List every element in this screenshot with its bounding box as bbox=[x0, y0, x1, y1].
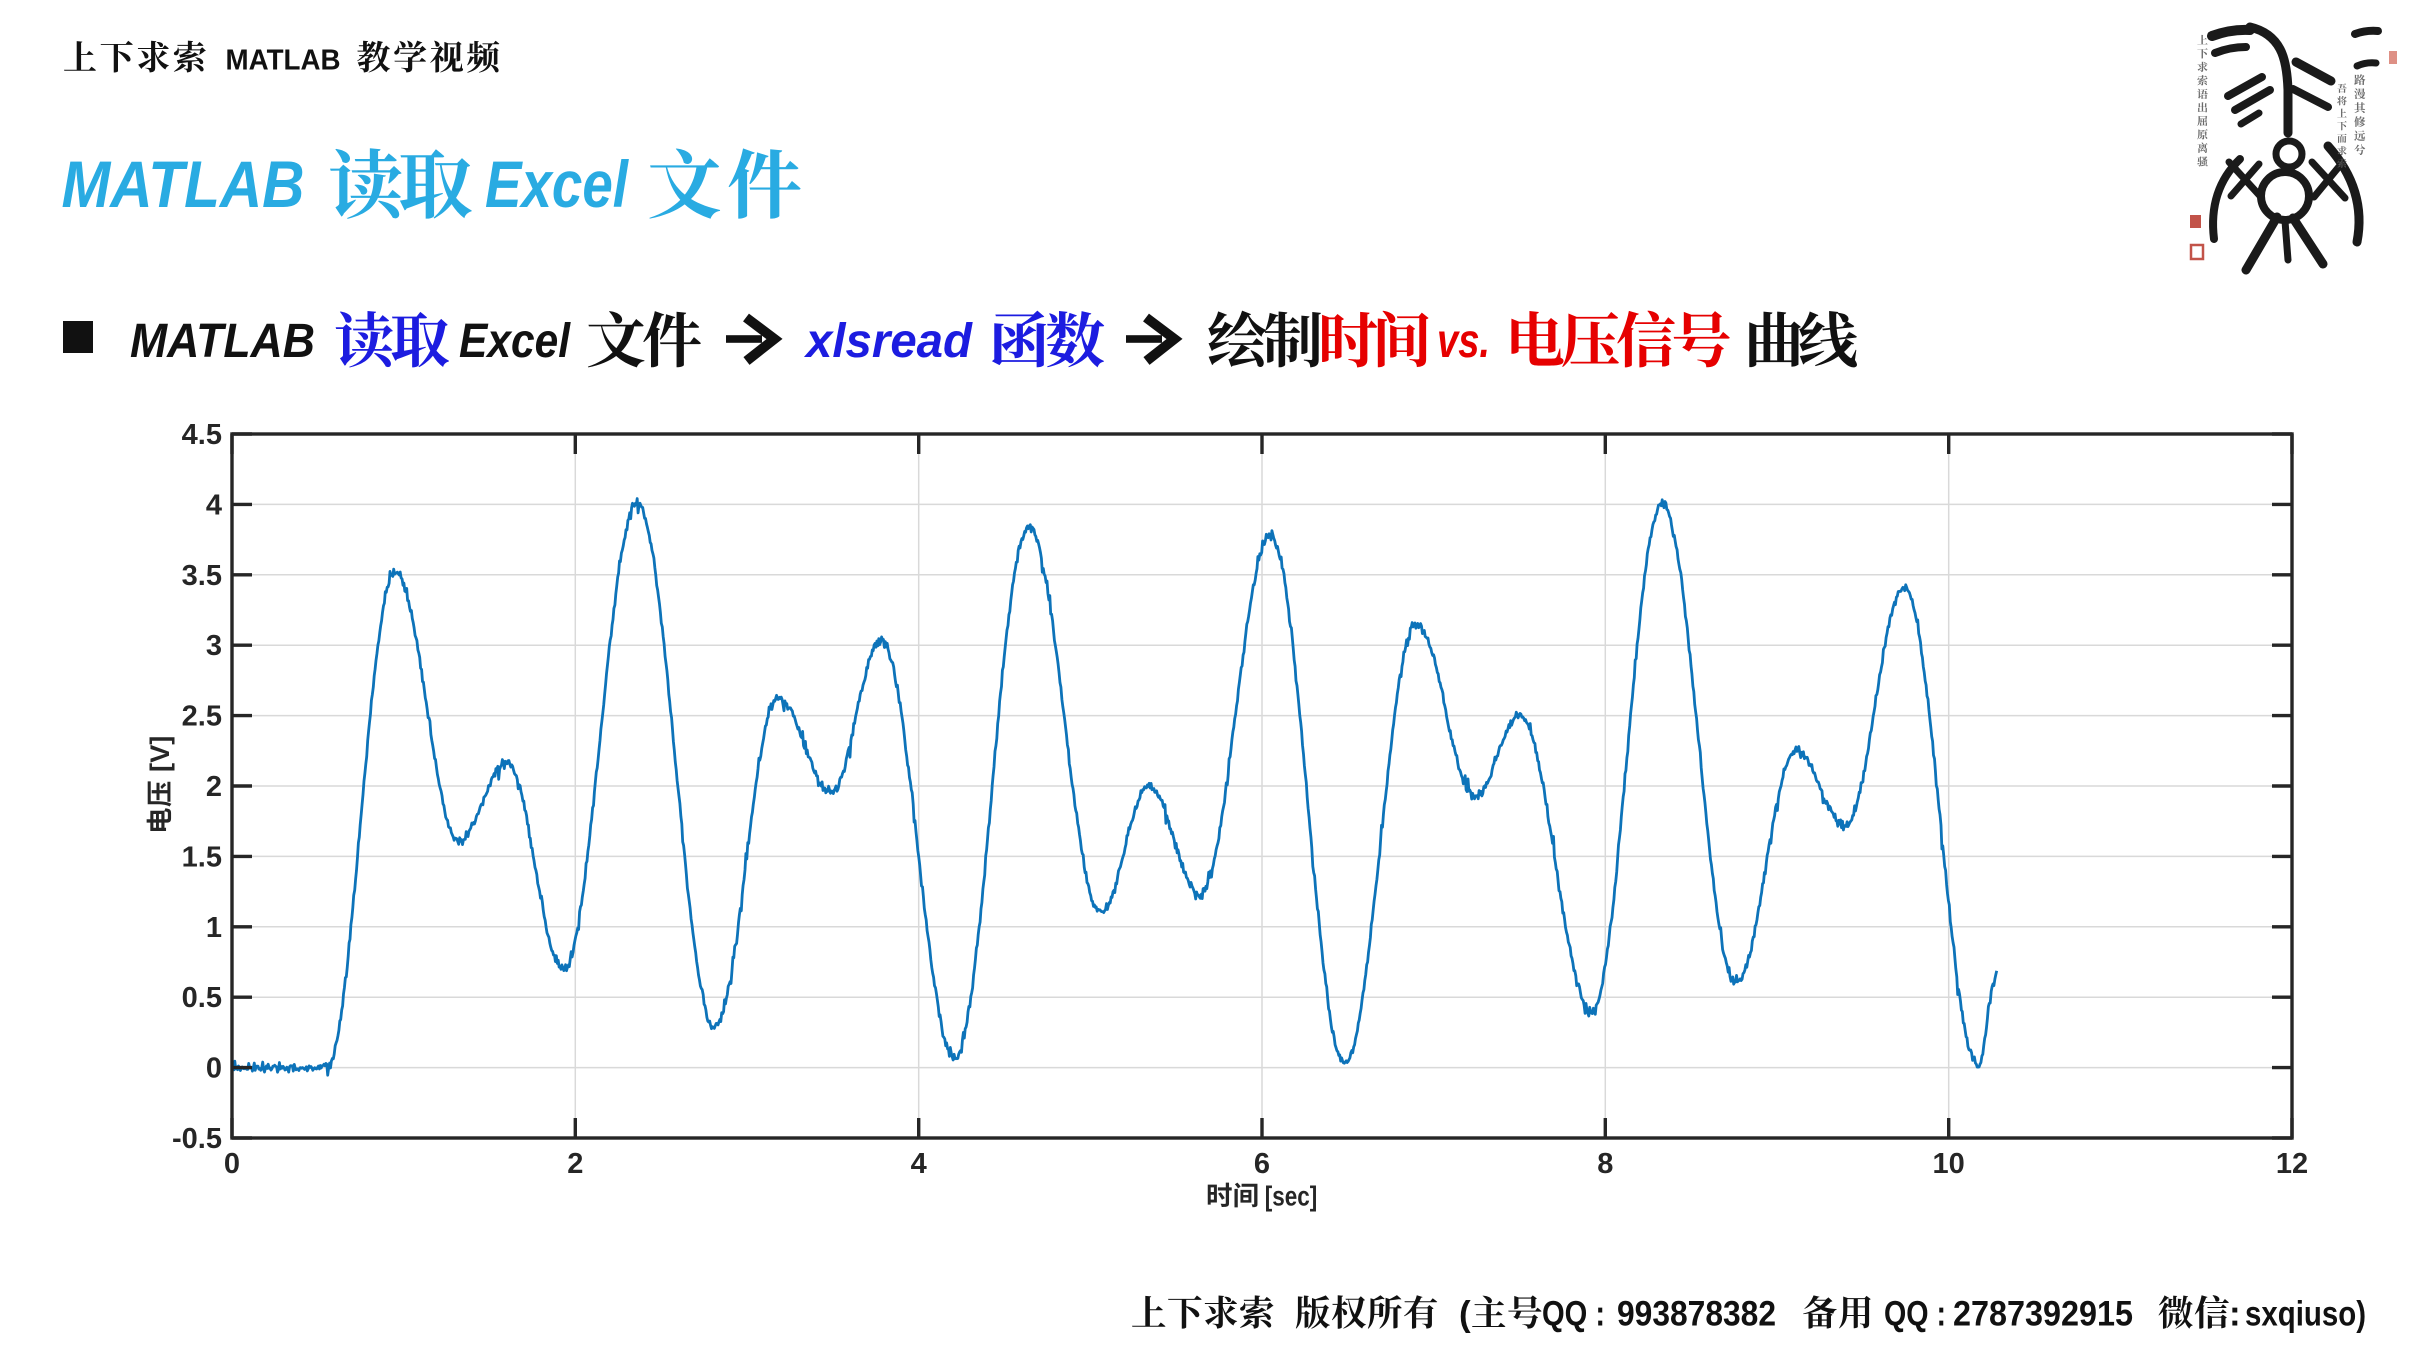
svg-text:3.5: 3.5 bbox=[182, 560, 222, 592]
svg-text:4: 4 bbox=[206, 489, 222, 521]
svg-text:12: 12 bbox=[2276, 1148, 2308, 1180]
svg-text:-0.5: -0.5 bbox=[172, 1123, 222, 1155]
svg-text:vs.: vs. bbox=[1437, 315, 1490, 368]
svg-text:2: 2 bbox=[206, 771, 222, 803]
svg-text:xlsread: xlsread bbox=[803, 315, 974, 368]
svg-text:1.5: 1.5 bbox=[182, 841, 222, 873]
svg-text:Excel: Excel bbox=[485, 148, 630, 221]
svg-text:0: 0 bbox=[206, 1053, 222, 1085]
svg-text:993878382: 993878382 bbox=[1617, 1295, 1776, 1334]
svg-text:2.5: 2.5 bbox=[182, 701, 222, 733]
svg-text:MATLAB: MATLAB bbox=[62, 148, 305, 221]
svg-text:MATLAB: MATLAB bbox=[130, 315, 315, 368]
svg-text:8: 8 bbox=[1597, 1148, 1613, 1180]
svg-text:1: 1 bbox=[206, 912, 222, 944]
svg-text:6: 6 bbox=[1254, 1148, 1270, 1180]
svg-text:[sec]: [sec] bbox=[1265, 1181, 1318, 1212]
svg-text:2787392915: 2787392915 bbox=[1953, 1295, 2133, 1334]
svg-text::: : bbox=[2229, 1295, 2241, 1334]
svg-text:10: 10 bbox=[1933, 1148, 1965, 1180]
svg-text:4: 4 bbox=[911, 1148, 927, 1180]
svg-text:QQ :: QQ : bbox=[1884, 1295, 1946, 1334]
svg-text:MATLAB: MATLAB bbox=[226, 45, 341, 77]
svg-text:0: 0 bbox=[224, 1148, 240, 1180]
svg-text:0.5: 0.5 bbox=[182, 982, 222, 1014]
svg-text:(: ( bbox=[1459, 1295, 1471, 1334]
svg-text:Excel: Excel bbox=[459, 315, 571, 368]
svg-text:sxqiuso): sxqiuso) bbox=[2245, 1295, 2366, 1334]
svg-text:3: 3 bbox=[206, 630, 222, 662]
svg-text:QQ :: QQ : bbox=[1542, 1295, 1605, 1334]
svg-text:4.5: 4.5 bbox=[182, 419, 222, 451]
svg-text:2: 2 bbox=[567, 1148, 583, 1180]
svg-text:[V]: [V] bbox=[145, 736, 175, 772]
